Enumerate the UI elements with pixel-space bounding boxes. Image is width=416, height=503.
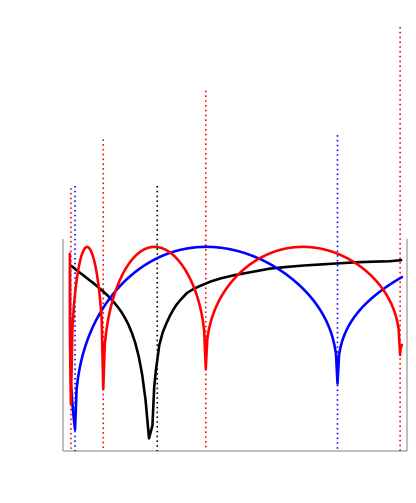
series-line-red bbox=[68, 245, 404, 406]
series-line-blue bbox=[68, 245, 404, 431]
plot-area bbox=[62, 27, 408, 452]
dip-guides bbox=[70, 27, 401, 451]
series-lines bbox=[68, 245, 404, 440]
